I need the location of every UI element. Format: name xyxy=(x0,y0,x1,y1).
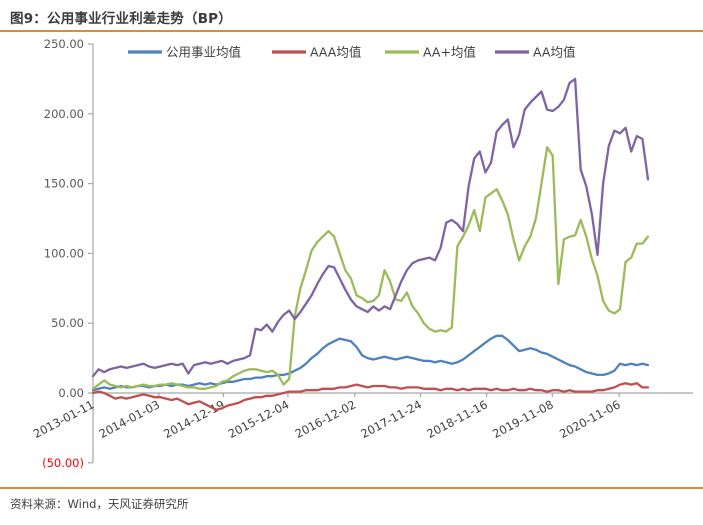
legend-label-aaa: AAA均值 xyxy=(310,45,361,60)
title-divider-rule xyxy=(0,30,703,32)
y-axis-tick-label: (50.00) xyxy=(42,456,84,470)
footer-divider-rule xyxy=(0,487,703,489)
figure-title: 图9：公用事业行业利差走势（BP） xyxy=(10,11,232,27)
series-line-aaa xyxy=(91,382,650,411)
series-line-aa-plus xyxy=(91,146,650,390)
y-axis-tick-label: 50.00 xyxy=(51,316,84,330)
x-axis-date-label: 2014-01-03 xyxy=(97,397,163,441)
x-axis-date-label: 2019-11-08 xyxy=(490,397,556,441)
legend-label-utility: 公用事业均值 xyxy=(166,45,241,60)
legend-label-aa: AA均值 xyxy=(533,45,575,60)
y-axis-tick-label: 150.00 xyxy=(44,177,84,191)
legend-label-aa-plus: AA+均值 xyxy=(423,45,476,60)
series-line-aa xyxy=(91,77,650,378)
y-axis-tick-label: 200.00 xyxy=(44,107,84,121)
y-axis-tick-label: 0.00 xyxy=(58,386,84,400)
x-axis-date-label: 2016-12-02 xyxy=(293,397,359,441)
x-axis-date-label: 2017-11-24 xyxy=(358,397,424,441)
data-source-note: 资料来源：Wind，天风证券研究所 xyxy=(10,497,189,511)
x-axis-date-label: 2018-11-16 xyxy=(424,397,490,441)
x-axis-date-label: 2020-11-06 xyxy=(557,397,623,441)
y-axis-tick-label: 100.00 xyxy=(44,246,84,260)
series-line-utility xyxy=(91,334,650,392)
x-axis-date-label: 2013-01-11 xyxy=(31,397,97,441)
y-axis-tick-label: 250.00 xyxy=(44,37,84,51)
